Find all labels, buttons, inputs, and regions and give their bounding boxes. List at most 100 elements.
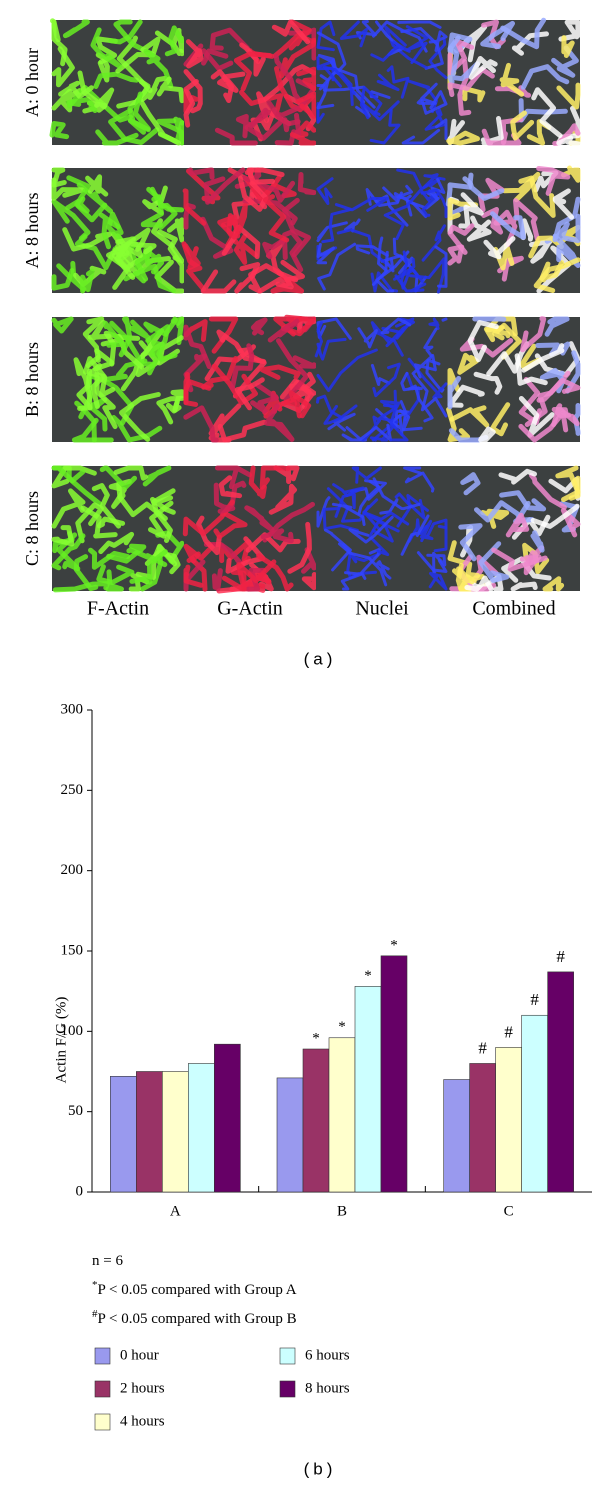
tissue-strand [552,196,581,243]
tissue-strand [217,419,267,443]
tissue-strand [284,390,312,419]
tissue-strand [400,250,412,290]
tissue-strand [386,65,410,99]
tissue-strand [447,384,485,408]
tissue-strand [52,581,110,593]
tissue-strand [271,19,311,45]
tissue-strand [183,542,216,564]
tissue-strand [95,129,139,146]
note-text: n = 6 [92,1253,123,1269]
tissue-strand [219,539,252,564]
tissue-strand [551,403,580,427]
tissue-strand [441,317,448,322]
tissue-strand [244,505,275,533]
tissue-strand [551,45,579,78]
tissue-strand [520,316,547,353]
tissue-strand [467,320,499,363]
tissue-strand [211,568,223,592]
tissue-strand [362,498,410,526]
tissue-strand [99,465,137,490]
column-label: Combined [472,598,555,620]
tissue-strand [345,423,393,442]
tissue-strand [531,87,563,139]
tissue-strand [499,490,547,512]
tissue-strand [555,465,581,502]
tissue-strand [473,371,503,395]
tissue-strand [111,415,163,443]
bar [521,1014,548,1193]
tissue-strand [321,208,352,244]
tissue-strand [481,128,522,146]
tissue-strand [173,116,185,131]
tissue-strand [203,167,246,205]
tissue-strand [51,533,86,571]
tissue-strand [257,259,305,294]
tissue-strand [408,257,446,294]
tissue-strand [513,198,540,241]
tissue-strand [87,363,106,409]
x-tick-label: A [170,1203,181,1219]
tissue-strand [316,317,352,340]
y-axis-label: Actin F/G (%) [53,997,69,1084]
tissue-strand [510,581,538,592]
tissue-strand [460,472,481,496]
tissue-strand [183,79,199,128]
tissue-strand [502,171,541,203]
tissue-strand [73,357,93,411]
tissue-strand [372,477,421,511]
tissue-strand [393,257,424,283]
tissue-strand [552,188,575,220]
tissue-strand [380,317,412,335]
tissue-strand [90,397,108,432]
tissue-strand [274,112,302,146]
tissue-strand [237,175,269,212]
tissue-strand [213,511,248,540]
tissue-strand [462,86,486,103]
tissue-strand [434,245,448,288]
tissue-strand [113,465,149,481]
tissue-strand [51,465,86,484]
tissue-strand [62,19,90,39]
bar [495,1047,522,1193]
tissue-strand [196,515,222,556]
tissue-strand [273,54,302,103]
tissue-strand [80,268,95,294]
tissue-strand [51,268,75,291]
tissue-strand [447,35,461,77]
tissue-strand [396,184,413,200]
tissue-strand [181,241,206,292]
tissue-strand [51,488,86,529]
legend-swatch [279,1347,296,1365]
tissue-strand [355,244,389,257]
tissue-strand [256,553,294,592]
tissue-strand [279,378,315,413]
tissue-strand [234,377,265,411]
tissue-strand [416,82,438,105]
tissue-strand [154,259,185,294]
tissue-strand [533,170,559,193]
tissue-strand [127,91,151,135]
tissue-strand [447,244,465,266]
tissue-strand [200,216,234,259]
tissue-strand [518,410,569,443]
note: *P < 0.05 compared with Group A [92,1279,297,1299]
tissue-strand [295,91,317,119]
tissue-strand [297,172,317,196]
tissue-strand [316,348,378,392]
tissue-strand [483,236,516,260]
significance-mark: # [504,1022,513,1041]
legend-label: 2 hours [120,1380,165,1396]
note: #P < 0.05 compared with Group B [92,1308,297,1328]
tissue-strand [316,394,345,420]
tissue-strand [56,532,81,572]
tissue-strand [282,229,304,273]
tissue-strand [248,465,267,499]
tissue-strand [77,70,115,110]
tissue-strand [105,569,124,592]
tissue-strand [146,186,185,213]
tissue-strand [209,27,250,51]
tissue-strand [316,221,348,243]
tissue-strand [464,575,494,592]
tissue-strand [164,25,185,57]
tissue-strand [74,234,118,271]
